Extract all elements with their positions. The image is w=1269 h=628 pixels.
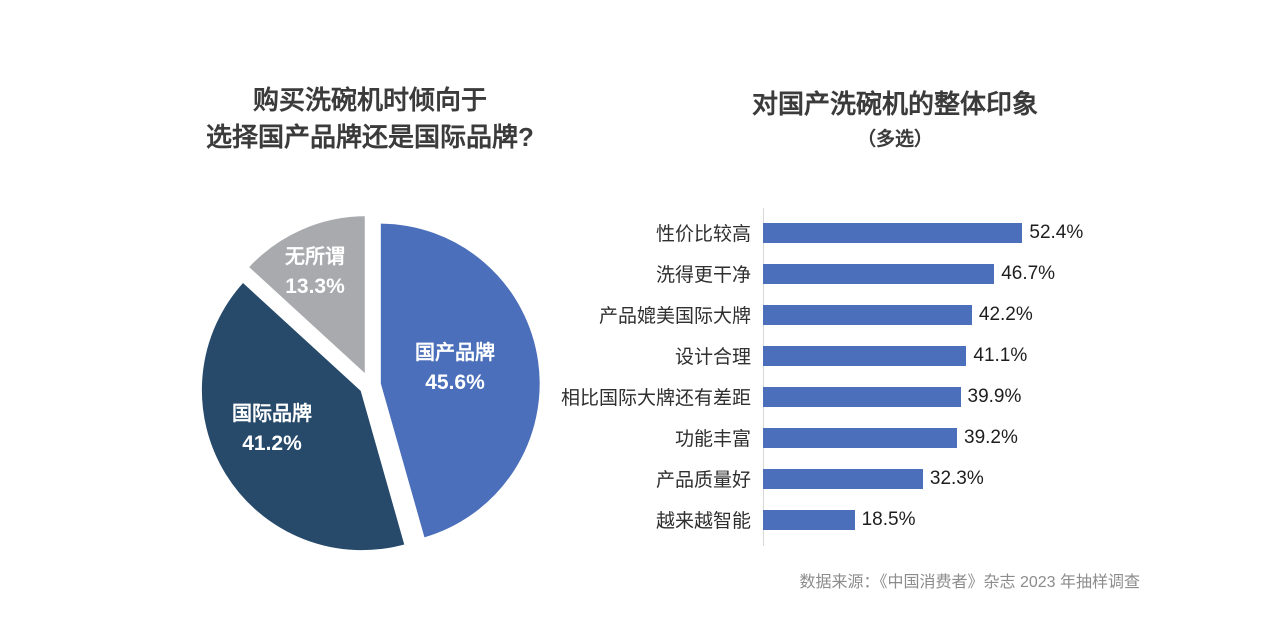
- bar-value-label: 39.9%: [967, 385, 1022, 407]
- bar-category-label: 性价比较高: [655, 224, 751, 245]
- pie-chart-title-line1: 购买洗碗机时倾向于: [252, 85, 487, 115]
- bar-chart-title: 对国产洗碗机的整体印象: [751, 89, 1038, 119]
- pie-chart-svg: [199, 213, 543, 553]
- pie-label-indifferent-name: 无所谓: [285, 246, 345, 268]
- bar-row: 产品质量好 32.3%: [560, 458, 1140, 499]
- pie-label-international-value: 41.2%: [242, 432, 302, 455]
- pie-label-domestic-value: 45.6%: [425, 371, 485, 394]
- bar-chart-subtitle: （多选）: [856, 129, 933, 150]
- bar-row: 性价比较高 52.4%: [560, 212, 1140, 253]
- bar-row: 洗得更干净 46.7%: [560, 253, 1140, 294]
- pie-label-domestic-name: 国产品牌: [415, 342, 495, 364]
- bar-row: 功能丰富 39.2%: [560, 417, 1140, 458]
- bar: [763, 263, 995, 284]
- bar-rows: 性价比较高 52.4% 洗得更干净 46.7% 产品媲美国际大牌 42.2% 设…: [560, 212, 1140, 540]
- bar-row: 设计合理 41.1%: [560, 335, 1140, 376]
- bar-value-label: 32.3%: [929, 467, 984, 489]
- bar: [763, 345, 967, 366]
- pie-slice-international: [199, 279, 408, 553]
- bar-value-label: 41.1%: [973, 344, 1028, 366]
- bar-row: 越来越智能 18.5%: [560, 499, 1140, 540]
- pie-label-domestic: 国产品牌 45.6%: [415, 338, 495, 398]
- bar: [763, 222, 1023, 243]
- bar-value-label: 42.2%: [978, 303, 1033, 325]
- bar: [763, 304, 972, 325]
- pie-slice-domestic: [377, 220, 543, 541]
- bar-chart: 性价比较高 52.4% 洗得更干净 46.7% 产品媲美国际大牌 42.2% 设…: [560, 208, 1140, 546]
- bar: [763, 386, 961, 407]
- bar: [763, 468, 923, 489]
- bar-row: 产品媲美国际大牌 42.2%: [560, 294, 1140, 335]
- pie-chart-title-line2: 选择国产品牌还是国际品牌?: [206, 122, 534, 152]
- bar-category-label: 设计合理: [674, 347, 751, 368]
- bar-category-label: 功能丰富: [674, 429, 751, 450]
- bar-category-label: 相比国际大牌还有差距: [560, 388, 751, 409]
- bar-value-label: 46.7%: [1001, 262, 1056, 284]
- pie-label-indifferent-value: 13.3%: [285, 275, 345, 298]
- pie-chart: 国产品牌 45.6% 国际品牌 41.2% 无所谓 13.3%: [180, 195, 560, 575]
- bar-value-label: 52.4%: [1029, 221, 1084, 243]
- bar-value-label: 39.2%: [964, 426, 1018, 448]
- pie-label-international-name: 国际品牌: [232, 403, 312, 425]
- bar: [763, 427, 957, 448]
- bar-category-label: 产品媲美国际大牌: [598, 306, 751, 327]
- pie-chart-title: 购买洗碗机时倾向于 选择国产品牌还是国际品牌?: [140, 82, 600, 156]
- bar-row: 相比国际大牌还有差距 39.9%: [560, 376, 1140, 417]
- pie-label-indifferent: 无所谓 13.3%: [285, 242, 345, 302]
- bar-chart-title-block: 对国产洗碗机的整体印象 （多选）: [665, 88, 1125, 151]
- bar-category-label: 越来越智能: [655, 511, 751, 532]
- pie-slice-indifferent: [245, 213, 368, 378]
- bar-chart-axis-line: [763, 208, 764, 546]
- data-source-note: 数据来源：《中国消费者》杂志 2023 年抽样调查: [799, 574, 1141, 591]
- bar-value-label: 18.5%: [861, 508, 916, 530]
- bar: [763, 509, 855, 530]
- bar-category-label: 产品质量好: [655, 470, 751, 491]
- pie-label-international: 国际品牌 41.2%: [232, 399, 312, 459]
- bar-category-label: 洗得更干净: [655, 265, 751, 286]
